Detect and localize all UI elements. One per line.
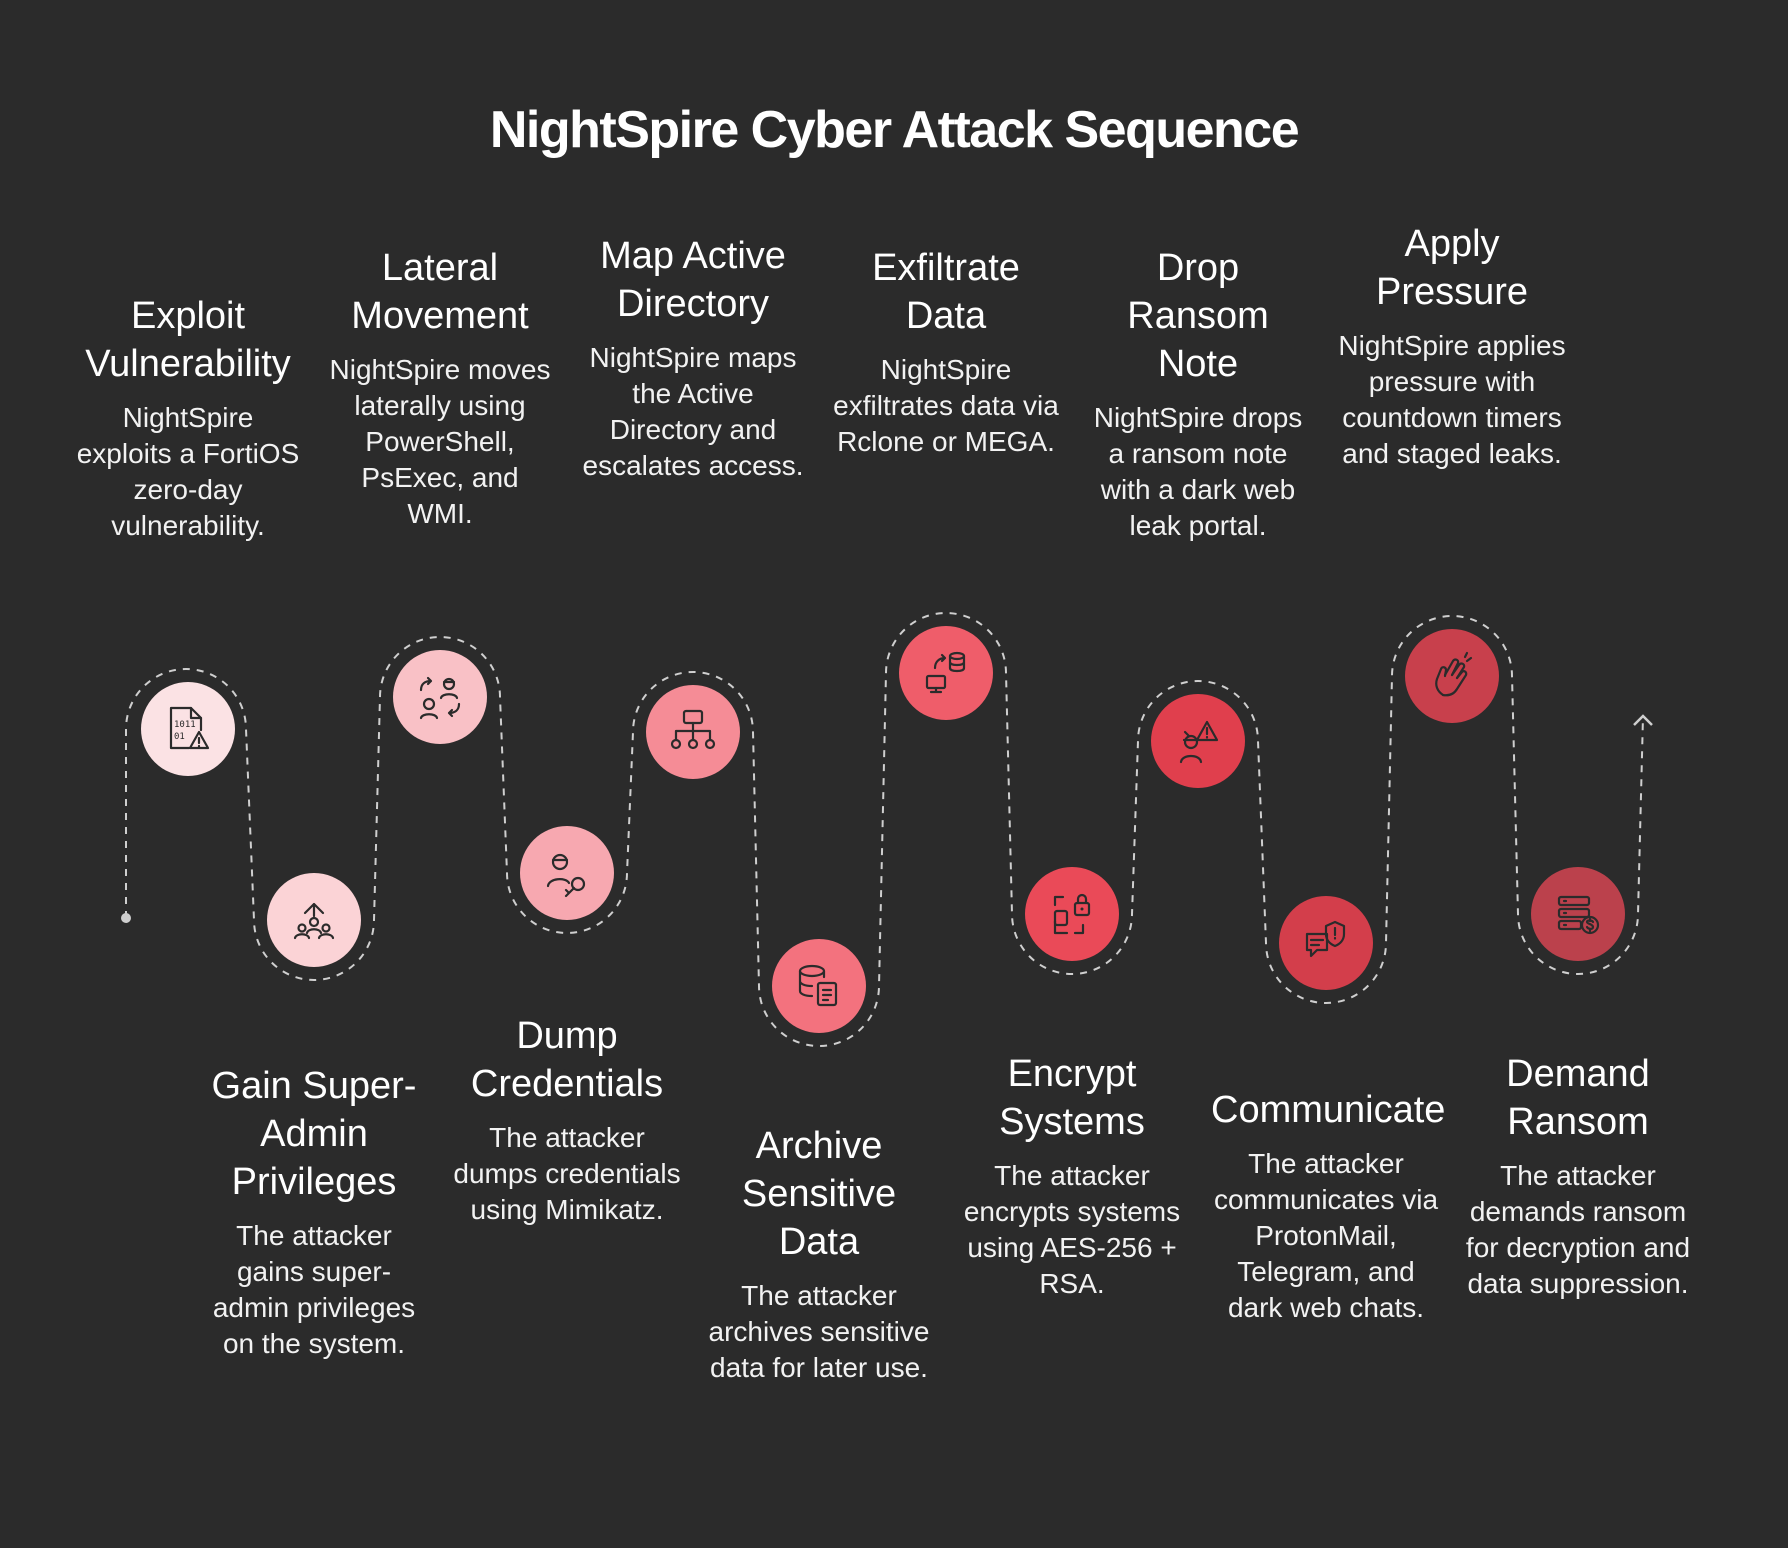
diagram-title: NightSpire Cyber Attack Sequence	[489, 101, 1300, 159]
step-5-text: Map Active Directory NightSpire maps the …	[578, 232, 808, 484]
step-description: The attacker demands ransom for decrypti…	[1465, 1160, 1691, 1299]
svg-text:01: 01	[174, 732, 185, 742]
step-9-text: Drop Ransom Note NightSpire drops a ranso…	[1083, 244, 1313, 544]
step-8-text: Encrypt Systems The attacker encrypts sys…	[957, 1050, 1187, 1302]
step-1-text: Exploit Vulnerability NightSpire exploits…	[73, 292, 303, 544]
step-title: Apply Pressure	[1375, 223, 1529, 313]
step-description: The attacker communicates via ProtonMail…	[1213, 1148, 1439, 1323]
user-group-up-icon	[267, 873, 361, 967]
step-title: Lateral Movement	[351, 247, 529, 337]
file-lock-icon	[1025, 867, 1119, 961]
chat-shield-icon	[1279, 896, 1373, 990]
step-title: Dump Credentials	[470, 1015, 664, 1105]
step-12-text: Demand Ransom The attacker demands ransom…	[1463, 1050, 1693, 1302]
step-10-text: Communicate The attacker communicates via…	[1211, 1086, 1446, 1326]
step-description: The attacker archives sensitive data for…	[708, 1280, 930, 1383]
hierarchy-icon	[646, 685, 740, 779]
step-6-text: Archive Sensitive Data The attacker archi…	[704, 1122, 934, 1386]
step-title: Map Active Directory	[600, 235, 786, 325]
hacker-warning-icon	[1151, 694, 1245, 788]
file-warning-icon: 1011 01	[141, 682, 235, 776]
step-title: Communicate	[1211, 1089, 1446, 1131]
step-description: NightSpire drops a ransom note with a da…	[1093, 402, 1303, 541]
step-title: Exploit Vulnerability	[85, 295, 291, 385]
server-dollar-icon	[1531, 867, 1625, 961]
step-title: Archive Sensitive Data	[741, 1125, 897, 1263]
path-start-dot	[121, 913, 131, 923]
hand-pressure-icon	[1405, 629, 1499, 723]
step-3-text: Lateral Movement NightSpire moves lateral…	[325, 244, 555, 532]
step-title: Demand Ransom	[1506, 1053, 1650, 1143]
step-description: NightSpire moves laterally using PowerSh…	[329, 354, 551, 529]
data-transfer-icon	[899, 626, 993, 720]
step-description: The attacker dumps credentials using Mim…	[453, 1122, 681, 1225]
step-4-text: Dump Credentials The attacker dumps crede…	[452, 1012, 682, 1228]
step-description: NightSpire maps the Active Directory and…	[582, 342, 804, 481]
step-title: Encrypt Systems	[999, 1053, 1145, 1143]
path-end-arrow	[1633, 714, 1653, 726]
step-description: NightSpire exploits a FortiOS zero-day v…	[76, 402, 300, 541]
database-file-icon	[772, 939, 866, 1033]
step-title: Gain Super-Admin Privileges	[211, 1065, 417, 1203]
step-description: The attacker gains super-admin privilege…	[212, 1220, 416, 1359]
step-description: The attacker encrypts systems using AES-…	[963, 1160, 1181, 1299]
user-key-icon	[520, 826, 614, 920]
step-title: Drop Ransom Note	[1127, 247, 1269, 385]
step-description: NightSpire exfiltrates data via Rclone o…	[833, 354, 1059, 457]
step-11-text: Apply Pressure NightSpire applies pressur…	[1337, 220, 1567, 472]
step-7-text: Exfiltrate Data NightSpire exfiltrates da…	[831, 244, 1061, 460]
step-title: Exfiltrate Data	[872, 247, 1020, 337]
svg-text:1011: 1011	[174, 720, 196, 730]
step-description: NightSpire applies pressure with countdo…	[1338, 330, 1566, 469]
user-swap-icon	[393, 650, 487, 744]
step-2-text: Gain Super-Admin Privileges The attacker …	[199, 1062, 429, 1362]
